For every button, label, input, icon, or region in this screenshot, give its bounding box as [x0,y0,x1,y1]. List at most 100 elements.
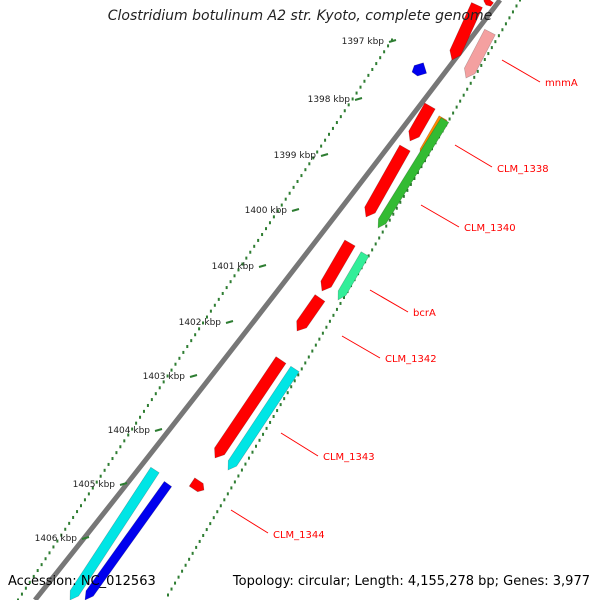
scale-dot [420,165,423,169]
scale-dot [184,563,187,567]
gene-arrow [188,477,205,493]
scale-dot [355,91,358,95]
gene-label: mnmA [545,78,578,89]
scale-dot [111,457,114,461]
scale-dot [297,373,300,377]
scale-dot [205,315,208,319]
scale-dot [24,586,27,590]
kbp-tick-label: 1405 kbp [73,480,116,490]
gene-arrow [377,117,450,229]
kbp-tick [388,39,397,43]
gene-arrow [408,102,436,142]
scale-dot [276,409,279,413]
scale-dot [233,480,236,484]
scale-dot [375,62,378,66]
scale-dot [20,592,23,596]
scale-dot [262,432,265,436]
scale-dot [56,539,59,543]
scale-dot [371,67,374,71]
topology-text: Topology: circular; Length: 4,155,278 bp… [232,574,590,589]
scale-dot [388,218,391,222]
scale-dot [139,415,142,419]
scale-dot [314,343,317,347]
gene-label: CLM_1342 [385,354,437,365]
scale-dot [240,468,243,472]
scale-dot [202,321,205,325]
scale-dot [225,286,228,290]
scale-dot [167,593,169,597]
scale-dot [48,551,51,555]
scale-dot [182,350,185,354]
scale-dot [95,480,98,484]
scale-dot [290,385,293,389]
scale-dot [198,539,201,543]
scale-dot [395,206,398,210]
scale-dot [261,233,264,237]
scale-dot [359,85,362,89]
scale-dot [247,456,250,460]
scale-dot [205,528,208,532]
scale-dot [127,433,130,437]
scale-dot [79,504,82,508]
kbp-tick-label: 1404 kbp [108,426,151,436]
scale-dot [28,580,31,584]
kbp-tick [189,374,198,378]
scale-dot [283,397,286,401]
kbp-tick-label: 1406 kbp [35,534,78,544]
scale-dot [255,444,257,448]
scale-dot [469,81,472,85]
scale-dot [166,374,169,378]
scale-dot [241,262,244,266]
scale-dot [300,367,303,371]
scale-dot [181,569,184,573]
gene-features [69,0,496,601]
scale-dot [511,10,514,14]
scale-dot [68,521,71,525]
scale-dot [311,349,314,353]
scale-dot [268,221,271,225]
scale-dot [251,450,254,454]
scale-dot [103,468,106,472]
scale-dot [150,398,153,402]
scale-dot [487,52,490,56]
gene-labels: mnmA CLM_1338 CLM_1340 bcrA CLM_1342 CLM_1343… [230,59,578,541]
scale-dot [343,296,345,299]
scale-dot [296,179,299,183]
scale-dot [170,368,173,372]
gene-arrow [411,62,427,77]
gene-label-leader [341,335,381,359]
scale-dot [332,313,335,317]
scale-dot [272,215,275,219]
scale-dot [190,339,193,343]
scale-dot [387,44,390,48]
scale-dot [230,486,233,490]
kbp-tick [225,320,234,324]
scale-dot [217,297,220,301]
scale-dot [223,498,226,502]
scale-dot [413,177,416,180]
gene-label-leader [230,509,269,534]
scale-dot [272,415,275,418]
gene-label-leader [454,144,493,168]
scale-dot [452,111,455,115]
scale-dot [325,325,328,329]
page-title: Clostridium botulinum A2 str. Kyoto, com… [107,8,493,24]
kbp-tick [291,208,300,212]
scale-dot [226,492,229,496]
scale-dot [321,331,324,335]
scale-dot [371,248,374,252]
scale-dot [265,426,268,430]
scale-dot [87,492,90,496]
scale-dot [119,445,122,449]
scale-dot [107,462,110,466]
scale-dot [265,227,268,231]
scale-dot [324,138,327,142]
scale-dot [195,545,198,549]
scale-dot [409,182,412,186]
scale-dot [72,515,75,519]
kbp-tick [320,153,329,157]
scale-dot [383,50,386,54]
scale-dot [284,197,287,201]
scale-dot [64,527,67,531]
gene-arrow [84,480,173,601]
